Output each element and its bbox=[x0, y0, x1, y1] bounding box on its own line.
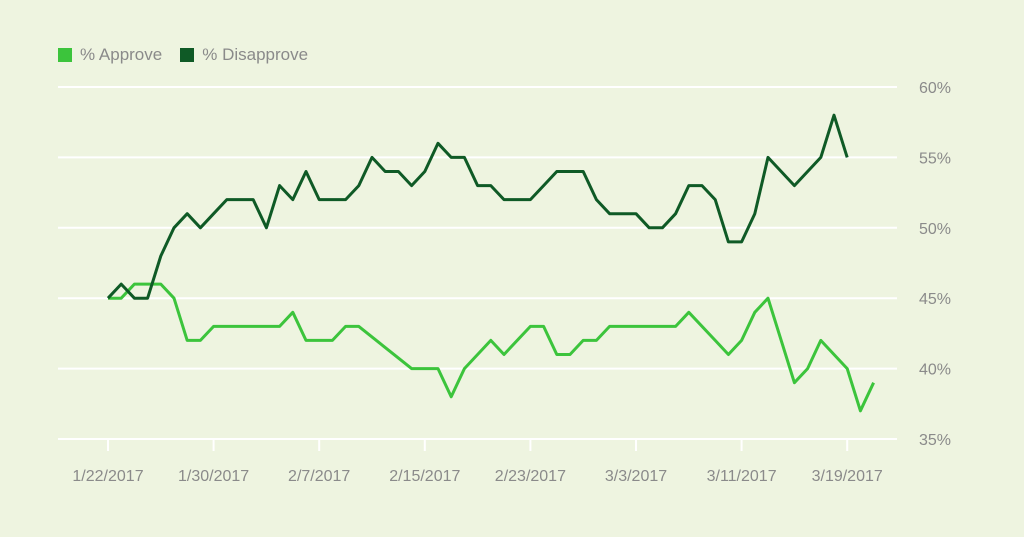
legend-item-approve: % Approve bbox=[58, 45, 162, 65]
x-tick-label: 2/15/2017 bbox=[389, 468, 460, 485]
legend-item-disapprove: % Disapprove bbox=[180, 45, 308, 65]
y-tick-label: 45% bbox=[919, 291, 951, 308]
y-tick-label: 50% bbox=[919, 221, 951, 238]
y-axis-ticks: 60% 55% 50% 45% 40% 35% bbox=[919, 80, 951, 449]
y-tick-label: 55% bbox=[919, 150, 951, 167]
gridlines bbox=[58, 86, 897, 440]
y-tick-label: 35% bbox=[919, 432, 951, 449]
approve-series-line bbox=[108, 282, 875, 413]
y-tick-label: 60% bbox=[919, 80, 951, 97]
legend-label-approve: % Approve bbox=[80, 45, 163, 64]
y-tick-label: 40% bbox=[919, 362, 951, 379]
legend: % Approve % Disapprove bbox=[58, 45, 308, 65]
x-tick-label: 3/11/2017 bbox=[707, 468, 777, 485]
approve-swatch-icon bbox=[58, 48, 72, 62]
x-tick-label: 1/22/2017 bbox=[72, 468, 143, 485]
disapprove-swatch-icon bbox=[180, 48, 195, 62]
series-lines bbox=[106, 113, 875, 413]
x-axis-ticks: 1/22/2017 1/30/2017 2/7/2017 2/15/2017 2/23/… bbox=[72, 439, 883, 485]
x-tick-label: 3/19/2017 bbox=[812, 468, 883, 485]
x-tick-label: 3/3/2017 bbox=[605, 468, 667, 485]
disapprove-series-line bbox=[106, 113, 849, 300]
x-tick-label: 2/23/2017 bbox=[495, 468, 566, 485]
x-tick-label: 2/7/2017 bbox=[288, 468, 350, 485]
x-tick-label: 1/30/2017 bbox=[178, 468, 249, 485]
legend-label-disapprove: % Disapprove bbox=[202, 45, 309, 64]
